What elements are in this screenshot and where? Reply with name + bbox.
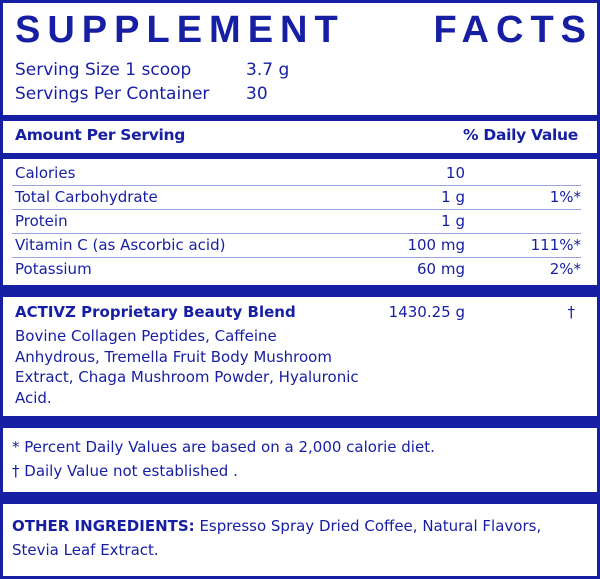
serving-size-value: 3.7 g [246,60,290,80]
serving-section: SUPPLEMENT FACTS Serving Size 1 scoop 3.… [3,3,597,115]
servings-per-container: Servings Per Container 30 [15,83,268,105]
amount-per-serving-header: Amount Per Serving [15,126,186,144]
title-word: FACTS [433,9,593,51]
nutrient-amount: 60 mg [417,260,465,278]
proprietary-blend: ACTIVZ Proprietary Beauty Blend 1430.25 … [3,297,597,416]
servings-value: 30 [246,84,268,104]
nutrient-daily-value: 1%* [549,188,581,206]
daily-value-header: % Daily Value [463,126,578,144]
other-ingredients-line: OTHER INGREDIENTS: Espresso Spray Dried … [12,514,572,562]
nutrient-name: Calories [15,164,76,182]
other-ingredients-label: OTHER INGREDIENTS: [12,517,195,535]
nutrient-daily-value: 111%* [530,236,581,254]
other-ingredients: OTHER INGREDIENTS: Espresso Spray Dried … [3,504,597,576]
footnote-daily-values: * Percent Daily Values are based on a 2,… [12,438,435,456]
blend-name: ACTIVZ Proprietary Beauty Blend [15,303,296,321]
servings-label: Servings Per Container [15,84,210,104]
nutrient-amount: 100 mg [407,236,465,254]
nutrient-row: Potassium 60 mg 2%* [12,258,581,282]
title-word: SUPPLEMENT [15,9,345,51]
nutrient-name: Potassium [15,260,92,278]
nutrient-name: Vitamin C (as Ascorbic acid) [15,236,226,254]
nutrient-row: Calories 10 [12,162,581,186]
column-header: Amount Per Serving % Daily Value [3,121,597,153]
page-title: SUPPLEMENT FACTS [15,7,593,53]
nutrient-amount: 10 [445,164,465,182]
blend-daily-value: † [567,303,576,321]
nutrient-amount: 1 g [441,212,465,230]
blend-ingredients: Bovine Collagen Peptides, Caffeine Anhyd… [15,327,359,407]
other-ingredients-text: Espresso Spray Dried Coffee, Natural Fla… [12,517,542,559]
nutrient-name: Total Carbohydrate [15,188,158,206]
serving-size-label: Serving Size 1 scoop [15,60,192,80]
nutrient-daily-value: 2%* [549,260,581,278]
nutrient-amount: 1 g [441,188,465,206]
blend-amount: 1430.25 g [388,303,465,321]
serving-size: Serving Size 1 scoop 3.7 g [15,59,289,81]
nutrient-row: Protein 1 g [12,210,581,234]
nutrient-name: Protein [15,212,68,230]
footnotes: * Percent Daily Values are based on a 2,… [3,428,597,492]
nutrient-row: Total Carbohydrate 1 g 1%* [12,186,581,210]
nutrient-row: Vitamin C (as Ascorbic acid) 100 mg 111%* [12,234,581,258]
nutrient-table: Calories 10 Total Carbohydrate 1 g 1%* Protei… [3,159,597,285]
footnote-not-established: † Daily Value not established . [12,462,238,480]
nutrient-rows: Calories 10 Total Carbohydrate 1 g 1%* Protei… [12,162,581,282]
